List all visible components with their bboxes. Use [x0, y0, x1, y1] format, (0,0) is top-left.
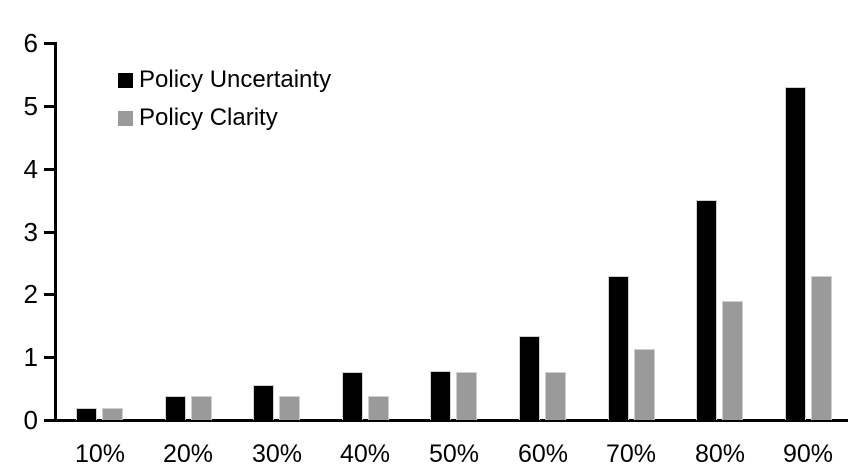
- x-axis-tick-label: 20%: [162, 440, 214, 468]
- bar-policy-clarity-90%: [811, 276, 832, 420]
- bar-policy-uncertainty-10%: [76, 408, 97, 420]
- bar-policy-clarity-70%: [634, 349, 655, 420]
- y-axis-tick: [44, 42, 55, 45]
- bar-policy-clarity-20%: [191, 396, 212, 420]
- bar-policy-clarity-50%: [456, 372, 477, 420]
- x-axis-tick-label: 60%: [517, 440, 569, 468]
- bar-policy-clarity-10%: [102, 408, 123, 420]
- y-axis-tick: [44, 419, 55, 422]
- legend-label: Policy Uncertainty: [139, 66, 332, 93]
- bar-policy-uncertainty-70%: [608, 276, 629, 420]
- legend-item-policy-clarity: Policy Clarity: [118, 104, 331, 132]
- y-axis-tick-label: 0: [23, 405, 38, 435]
- bar-policy-clarity-40%: [368, 396, 389, 420]
- bar-policy-clarity-80%: [722, 301, 743, 420]
- bar-policy-uncertainty-20%: [165, 396, 186, 420]
- y-axis-tick-label: 6: [23, 28, 38, 58]
- bar-policy-uncertainty-80%: [696, 200, 717, 420]
- y-axis-tick-label: 4: [23, 154, 38, 184]
- y-axis-line: [54, 42, 57, 421]
- y-axis-tick-label: 5: [23, 91, 38, 121]
- legend-item-policy-uncertainty: Policy Uncertainty: [118, 66, 331, 94]
- x-axis-tick-label: 50%: [428, 440, 480, 468]
- bar-policy-uncertainty-90%: [785, 87, 806, 420]
- y-axis-tick-label: 3: [23, 217, 38, 247]
- y-axis-tick-label: 1: [23, 342, 38, 372]
- bar-policy-clarity-60%: [545, 372, 566, 420]
- legend-swatch-gray-icon: [118, 110, 133, 126]
- y-axis-tick: [44, 168, 55, 171]
- legend-label: Policy Clarity: [139, 104, 278, 131]
- y-axis-tick: [44, 105, 55, 108]
- x-axis-tick-label: 30%: [251, 440, 303, 468]
- y-axis-tick-label: 2: [23, 279, 38, 309]
- y-axis-tick: [44, 231, 55, 234]
- bar-policy-uncertainty-30%: [253, 385, 274, 420]
- bar-policy-uncertainty-50%: [430, 371, 451, 420]
- x-axis-tick-label: 90%: [782, 440, 834, 468]
- x-axis-tick-label: 10%: [74, 440, 126, 468]
- y-axis-tick: [44, 356, 55, 359]
- x-axis-tick-label: 70%: [605, 440, 657, 468]
- x-axis-tick-label: 40%: [339, 440, 391, 468]
- legend: Policy Uncertainty Policy Clarity: [118, 66, 331, 132]
- y-axis-tick: [44, 293, 55, 296]
- x-axis-tick-label: 80%: [694, 440, 746, 468]
- x-axis-line: [54, 419, 848, 422]
- bar-policy-uncertainty-40%: [342, 372, 363, 420]
- bar-policy-uncertainty-60%: [519, 336, 540, 420]
- legend-swatch-black-icon: [118, 72, 133, 88]
- bar-policy-clarity-30%: [279, 396, 300, 420]
